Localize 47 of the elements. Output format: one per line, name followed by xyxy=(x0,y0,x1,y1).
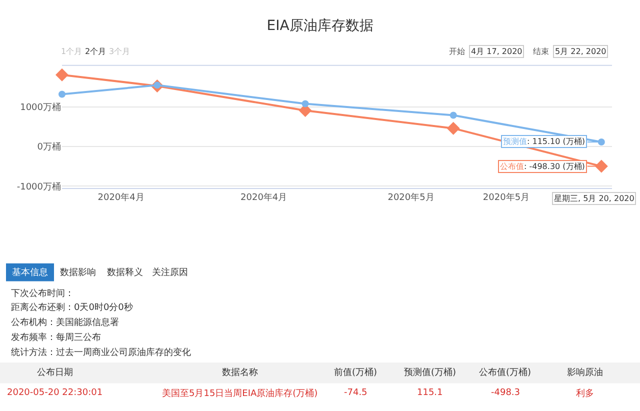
text: 4月 17, 2020 xyxy=(471,47,522,56)
y-tick-label: 1000万桶 xyxy=(20,102,61,114)
text: 影响原油 xyxy=(567,367,603,378)
text: 数据影响 xyxy=(60,267,96,278)
text: 1个月 xyxy=(61,47,82,56)
series-label: 公布值 xyxy=(500,162,524,171)
text: 结束 xyxy=(533,47,549,56)
text: 公布值(万桶) xyxy=(479,367,532,378)
y-tick-label: 0万桶 xyxy=(37,142,61,153)
text: 3个月 xyxy=(109,47,130,56)
text: 美国至5月15日当周EIA原油库存(万桶) xyxy=(162,388,318,399)
x-tick-label: 2020年4月 xyxy=(98,192,144,203)
x-tick-label: 2020年5月 xyxy=(482,192,530,203)
point xyxy=(594,160,608,173)
text: 公布机构：美国能源信息署 xyxy=(11,317,119,328)
text: 预测值(万桶) xyxy=(404,367,456,378)
text: 关注原因 xyxy=(152,267,188,278)
point xyxy=(598,138,605,146)
text: -74.5 xyxy=(344,388,368,398)
text: 距离公布还剩：0天0时0分0秒 xyxy=(11,302,133,313)
text: 发布频率：每周三公布 xyxy=(11,332,101,343)
point xyxy=(450,112,457,119)
text: 2020-05-20 22:30:01 xyxy=(7,388,103,398)
text: 数据释义 xyxy=(107,267,143,278)
text: -498.3 xyxy=(491,388,520,398)
x-tick-label: 2020年4月 xyxy=(240,192,288,203)
text: 2个月 xyxy=(85,47,106,56)
text: 公布日期 xyxy=(37,367,73,378)
text: 利多 xyxy=(576,388,594,399)
point xyxy=(58,90,66,98)
point xyxy=(298,104,312,118)
text: 数据名称 xyxy=(222,367,258,378)
series-label: 预测值 xyxy=(503,137,527,146)
text: 下次公布时间： xyxy=(11,288,74,299)
point xyxy=(302,100,309,108)
text: 统计方法：过去一周商业公司原油库存的变化 xyxy=(11,347,191,358)
text: 115.1 xyxy=(417,388,443,398)
text: 星期三, 5月 20, 2020 xyxy=(554,194,634,203)
chart-title: EIA原油库存数据 xyxy=(266,18,374,34)
text: 5月 22, 2020 xyxy=(555,47,606,56)
point xyxy=(56,68,68,82)
point xyxy=(446,122,460,135)
x-tick-label: 2020年5月 xyxy=(388,192,434,203)
text: 开始 xyxy=(449,47,465,56)
text: 基本信息 xyxy=(12,267,48,278)
text: 前值(万桶) xyxy=(334,367,378,378)
y-tick-label: -1000万桶 xyxy=(16,181,61,192)
